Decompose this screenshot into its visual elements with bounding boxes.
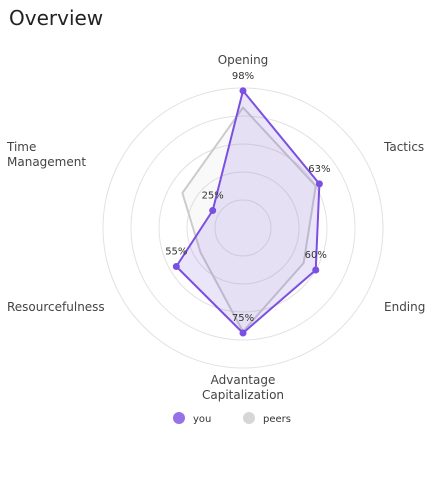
point [312,266,320,274]
value-label: 75% [232,313,254,324]
point [172,263,180,270]
grid-circle [130,115,356,341]
legend-label: you [193,414,211,425]
point [209,207,217,214]
value-label: 63% [308,164,330,175]
axis-label: Time Management [7,140,87,169]
legend-swatch [173,412,185,424]
point [239,329,247,337]
legend-label: peers [263,414,291,425]
value-label: 98% [232,71,254,82]
value-label: 55% [165,247,187,258]
grid-circle [214,199,272,257]
value-label: 60% [305,250,327,261]
value-label: 25% [202,191,224,202]
point [315,180,323,188]
grid-circle [158,143,328,313]
legend-swatch [243,412,255,424]
axis-label: Advantage Capitalization [201,373,285,402]
point [239,87,247,95]
chart-title: Overview [9,6,104,30]
axis-label: Ending [384,300,426,314]
axis-label: Tactics [384,140,425,154]
axis-label: Resourcefulness [7,300,105,314]
axis-label: Opening [217,53,269,67]
grid-circle [186,171,300,285]
